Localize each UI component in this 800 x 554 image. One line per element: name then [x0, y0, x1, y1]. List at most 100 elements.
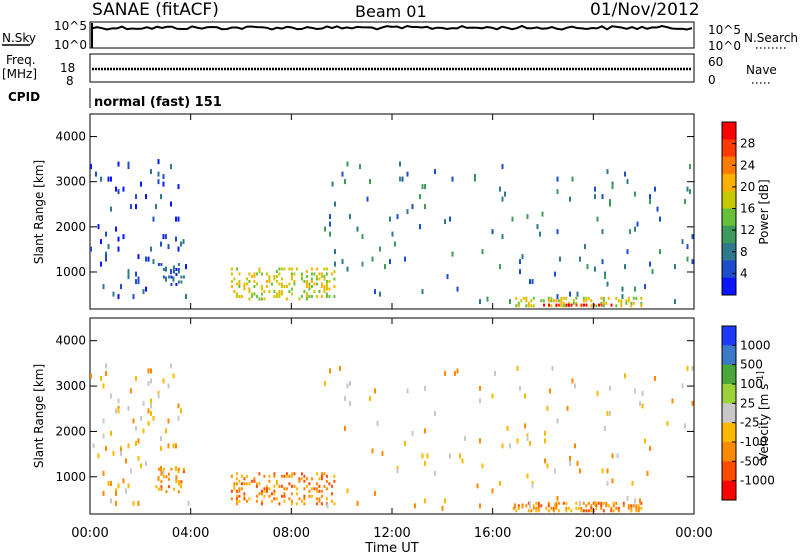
echo-cell [130, 468, 132, 474]
echo-cell [557, 509, 560, 513]
colorbar-segment [722, 225, 736, 244]
echo-cell [273, 492, 276, 496]
echo-cell [329, 231, 331, 237]
echo-cell [569, 291, 571, 297]
echo-cell [509, 299, 511, 305]
time-axis: 00:00 04:00 08:00 12:00 16:00 20:00 00:00 [71, 114, 713, 541]
echo-cell [615, 501, 618, 505]
echo-cell [577, 506, 580, 510]
echo-cell [424, 428, 426, 434]
echo-cell [240, 487, 243, 491]
echo-cell [582, 501, 585, 505]
echo-cell [115, 490, 117, 496]
echo-cell [551, 365, 554, 371]
echo-cell [235, 497, 238, 501]
echo-cell [637, 509, 640, 513]
echo-cell [140, 463, 142, 469]
echo-cell [177, 268, 180, 271]
echo-cell [268, 474, 271, 478]
echo-cell [185, 294, 187, 300]
echo-cell [624, 373, 626, 379]
echo-cell [230, 474, 233, 478]
echo-cell [263, 494, 266, 498]
echo-cell [290, 499, 293, 503]
echo-cell [562, 301, 565, 305]
echo-cell [110, 430, 112, 436]
echo-cell [120, 450, 122, 456]
echo-cell [566, 405, 569, 411]
echo-cell [557, 299, 560, 303]
cpid-label: CPID [8, 90, 40, 104]
echo-cell [250, 295, 253, 298]
echo-cell [444, 498, 446, 504]
echo-cell [172, 373, 175, 379]
echo-cell [117, 408, 120, 414]
echo-cell [540, 504, 543, 508]
y-tick-label: 2000 [55, 424, 86, 438]
echo-cell [585, 303, 588, 307]
echo-cell [102, 433, 105, 439]
echo-cell [630, 301, 633, 305]
echo-cell [300, 499, 303, 503]
echo-cell [333, 295, 336, 298]
echo-cell [157, 171, 160, 177]
echo-cell [290, 474, 293, 478]
echo-cell [609, 385, 611, 391]
echo-cell [270, 499, 273, 503]
echo-cell [117, 161, 120, 167]
colorbar-segment [722, 384, 736, 404]
echo-cell [525, 304, 528, 308]
echo-cell [122, 478, 125, 484]
echo-cell [569, 196, 571, 202]
echo-cell [531, 483, 534, 489]
echo-cell [587, 501, 590, 505]
echo-cell [278, 290, 281, 293]
echo-cell [536, 224, 539, 230]
echo-cell [541, 211, 544, 217]
echo-cell [323, 277, 326, 281]
power-colorbar-label: Power [dB] [757, 179, 771, 244]
velocity-ylabel: Slant Range [km] [32, 364, 46, 468]
echo-cell [543, 303, 545, 307]
echo-cell [494, 370, 496, 376]
echo-cell [590, 299, 593, 303]
echo-cell [320, 477, 323, 481]
echo-cell [157, 475, 160, 481]
echo-cell [600, 501, 603, 505]
echo-cell [278, 272, 281, 276]
echo-cell [265, 280, 268, 283]
echo-cell [572, 301, 575, 305]
echo-cell [105, 231, 107, 237]
echo-cell [268, 275, 271, 278]
echo-cell [177, 216, 180, 222]
echo-cell [356, 226, 359, 232]
echo-cell [162, 475, 165, 479]
echo-cell [310, 272, 313, 276]
echo-cell [635, 504, 638, 508]
y-tick-label: 1000 [55, 265, 86, 279]
echo-cell [474, 176, 476, 182]
echo-cell [253, 477, 256, 481]
echo-cell [142, 289, 145, 295]
echo-cell [260, 297, 263, 301]
echo-cell [160, 472, 163, 476]
echo-cell [313, 272, 316, 276]
echo-cell [298, 477, 301, 481]
echo-cell [167, 275, 170, 279]
echo-cell [255, 295, 258, 298]
echo-cell [117, 483, 120, 489]
echo-cell [600, 504, 603, 508]
echo-cell [424, 385, 426, 391]
echo-cell [639, 498, 641, 504]
echo-cell [100, 261, 102, 267]
echo-cell [601, 229, 604, 235]
echo-cell [248, 497, 251, 501]
nsky-trace [91, 24, 693, 31]
x-tick-label: 00:00 [675, 526, 712, 541]
echo-cell [273, 290, 276, 293]
echo-cell [280, 282, 283, 286]
echo-cell [554, 468, 556, 474]
echo-cell [426, 453, 429, 459]
echo-cell [632, 504, 635, 508]
echo-cell [605, 501, 608, 505]
